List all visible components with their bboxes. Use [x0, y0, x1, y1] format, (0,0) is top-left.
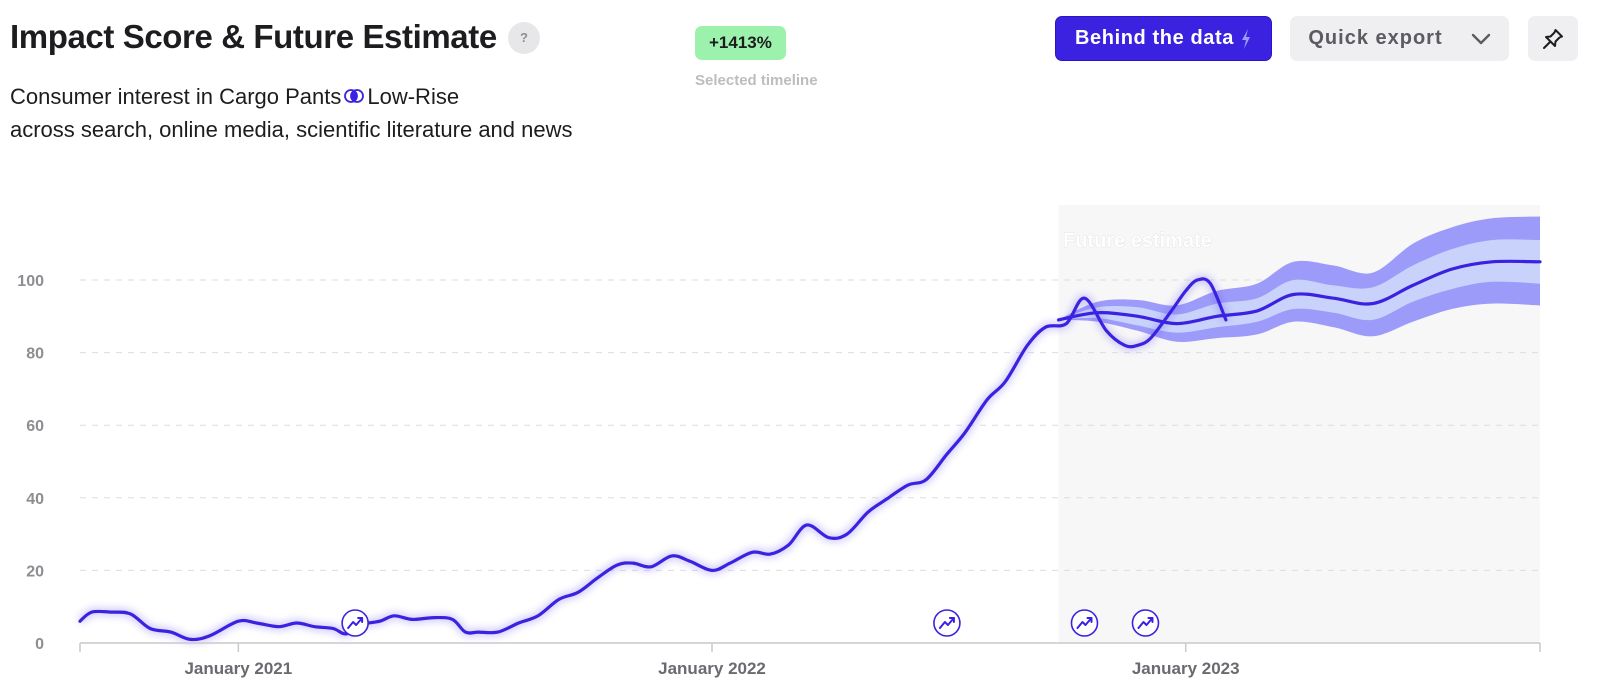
forecast-label: Future estimate [1063, 230, 1212, 252]
behind-the-data-button[interactable]: Behind the data [1055, 16, 1272, 61]
pin-button[interactable] [1528, 16, 1578, 61]
subtitle-sources: across search, online media, scientific … [10, 117, 573, 142]
y-tick-label: 0 [35, 636, 44, 653]
trend-icon[interactable] [933, 609, 961, 637]
lightning-icon [1242, 28, 1250, 49]
venn-icon [344, 89, 365, 104]
y-tick-label: 60 [26, 418, 44, 435]
x-tick-label: January 2022 [658, 659, 766, 678]
x-tick-label: January 2023 [1132, 659, 1240, 678]
y-tick-label: 20 [26, 563, 44, 580]
trend-icon[interactable] [1131, 609, 1160, 637]
trend-icon[interactable] [1070, 609, 1099, 637]
quick-export-button[interactable]: Quick export [1290, 16, 1509, 61]
behind-the-data-label: Behind the data [1074, 27, 1234, 49]
subtitle-topic: Consumer interest in Cargo Pants [10, 84, 342, 109]
history-line [78, 277, 1228, 642]
quick-export-label: Quick export [1308, 27, 1443, 49]
y-tick-label: 100 [17, 273, 44, 290]
pin-icon [1543, 28, 1563, 49]
trend-icon[interactable] [341, 609, 369, 637]
y-tick-label: 80 [26, 346, 44, 363]
page-title: Impact Score & Future Estimate [10, 18, 497, 55]
forecast-outer-band [1058, 216, 1540, 342]
timeline-change-badge: +1413% [695, 26, 786, 60]
chevron-down-icon [1471, 33, 1490, 44]
timeline-caption: Selected timeline [695, 72, 818, 89]
chart-subtitle: Consumer interest in Cargo Pants Low-Rise… [10, 80, 573, 146]
y-tick-label: 40 [26, 491, 44, 508]
subtitle-modifier: Low-Rise [367, 84, 460, 109]
help-button[interactable]: ? [508, 22, 540, 54]
x-tick-label: January 2021 [184, 659, 292, 678]
forecast-line [1056, 259, 1542, 326]
forecast-inner-band [1058, 239, 1540, 333]
help-label: ? [520, 30, 528, 45]
history-line-glow [77, 275, 1230, 644]
